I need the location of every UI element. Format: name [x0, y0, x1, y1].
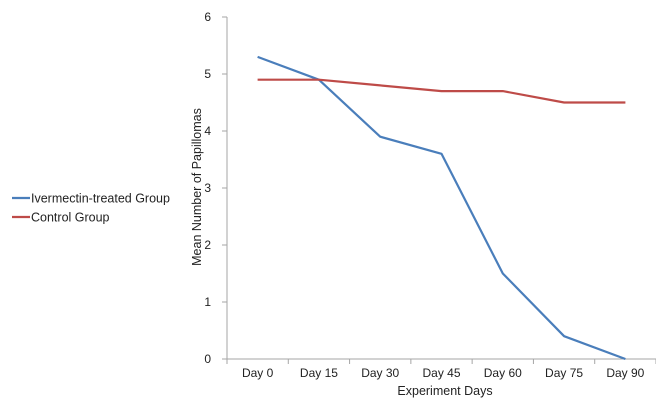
y-tick-label: 2 — [204, 238, 211, 252]
series-lines — [257, 55, 626, 361]
x-tick-label: Day 45 — [422, 366, 460, 380]
y-tick-label: 5 — [204, 67, 211, 81]
x-tick-label: Day 90 — [606, 366, 644, 380]
legend-label: Control Group — [31, 211, 110, 225]
axes — [222, 16, 656, 364]
x-tick-label: Day 60 — [484, 366, 522, 380]
x-tick-labels: Day 0 Day 15 Day 30 Day 45 Day 60 Day 75 Day 9… — [242, 366, 645, 380]
y-tick-label: 1 — [204, 295, 211, 309]
y-tick-label: 0 — [204, 352, 211, 366]
x-tick-label: Day 0 — [242, 366, 274, 380]
legend-label: Ivermectin-treated Group — [31, 192, 170, 206]
y-tick-labels: 0 1 2 3 4 5 6 — [204, 10, 211, 366]
y-tick-label: 3 — [204, 181, 211, 195]
y-tick-label: 4 — [204, 124, 211, 138]
y-axis-title: Mean Number of Papillomas — [190, 108, 204, 266]
x-axis-title: Experiment Days — [397, 384, 492, 398]
legend: Ivermectin-treated Group Control Group — [12, 192, 170, 225]
x-tick-label: Day 15 — [300, 366, 338, 380]
series-line-control — [257, 78, 626, 104]
y-tick-label: 6 — [204, 10, 211, 24]
x-tick-label: Day 30 — [361, 366, 399, 380]
x-tick-label: Day 75 — [545, 366, 583, 380]
